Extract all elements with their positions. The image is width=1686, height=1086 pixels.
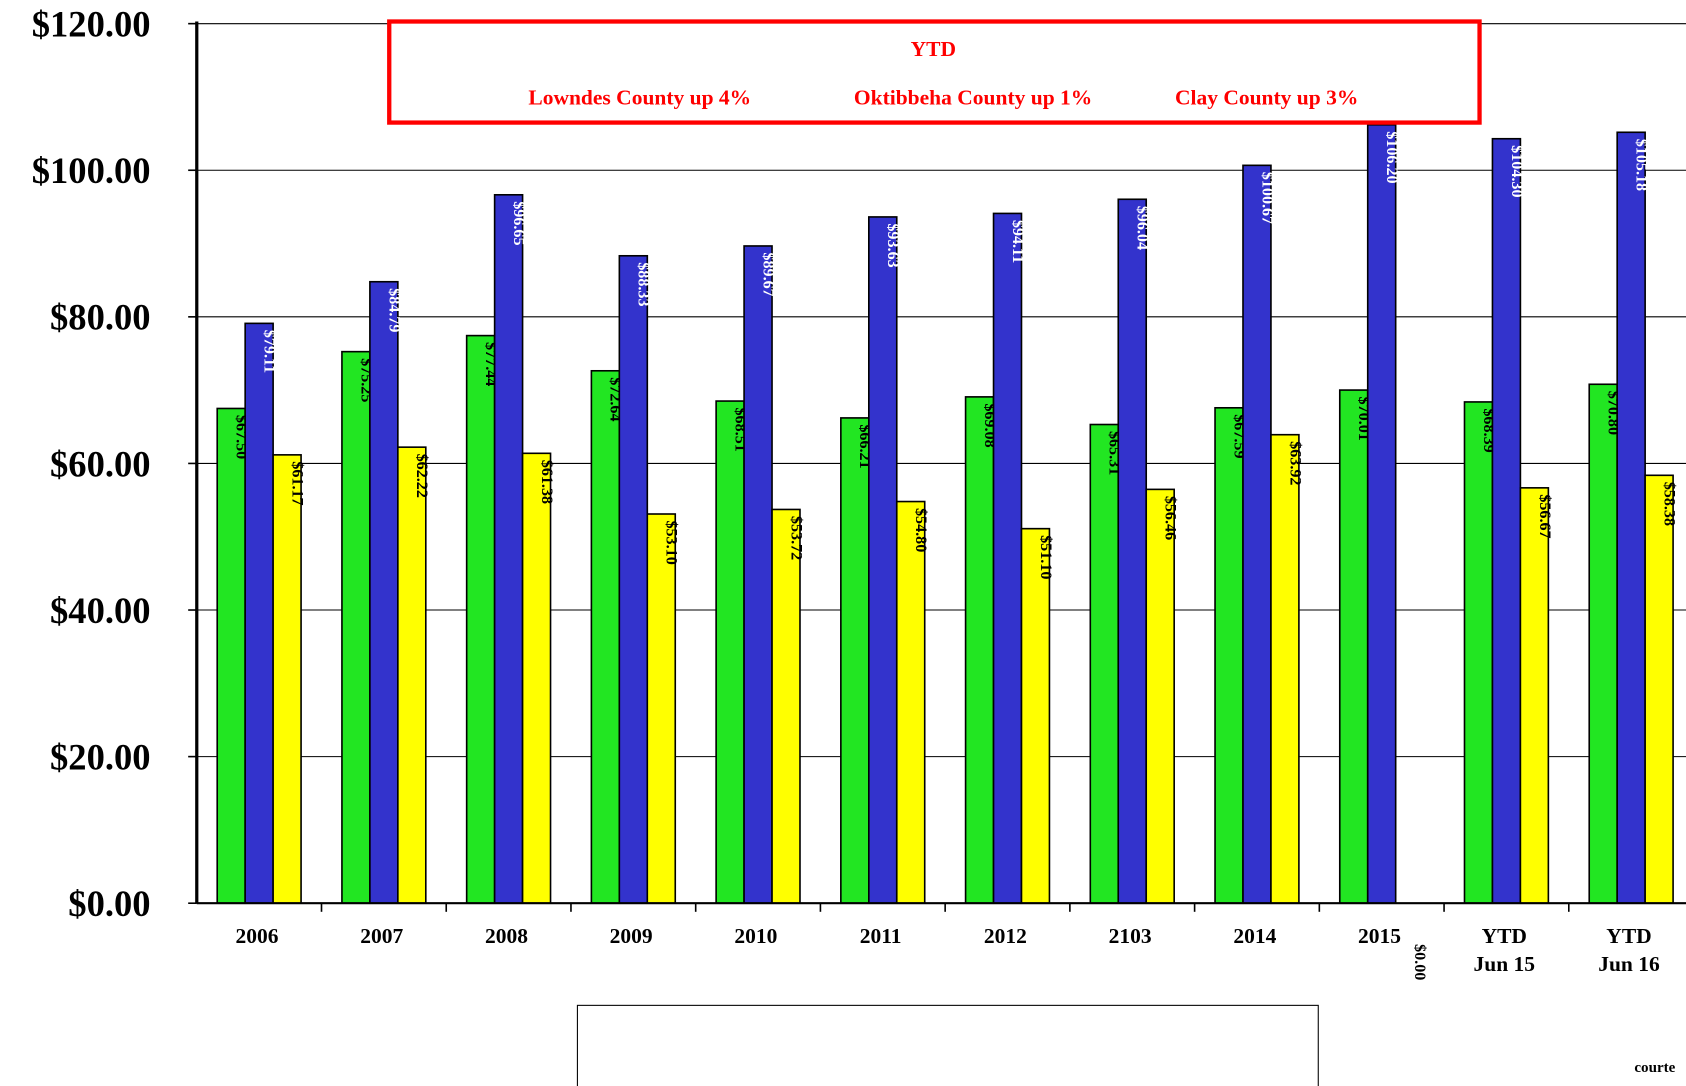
bar xyxy=(771,508,801,905)
x-tick-label: 2006 xyxy=(235,924,278,948)
bar xyxy=(590,369,621,905)
x-tick-label: 2010 xyxy=(734,924,777,948)
footnote: courte xyxy=(1634,1060,1675,1076)
value-label: $96.04 xyxy=(1134,206,1151,250)
y-tick-label: $60.00 xyxy=(50,443,151,484)
x-tick-label: 2009 xyxy=(610,924,653,948)
bar xyxy=(521,452,552,905)
bar xyxy=(397,446,427,905)
annotation-box: YTD Lowndes County up 4% Oktibbeha Count… xyxy=(387,19,1482,125)
annotation-title: YTD xyxy=(911,37,956,61)
value-label: $56.67 xyxy=(1536,494,1553,538)
bar xyxy=(216,407,246,905)
x-tick-label: 2007 xyxy=(360,924,403,948)
value-label: $53.72 xyxy=(787,516,804,560)
bar xyxy=(369,280,399,905)
bar xyxy=(646,513,677,905)
bar xyxy=(1644,474,1674,905)
bar xyxy=(1366,123,1397,905)
annotation-line: Oktibbeha County up 1% xyxy=(854,85,1092,109)
value-label: $106.20 xyxy=(1383,131,1400,183)
bar xyxy=(1616,131,1646,905)
annotation-line: Clay County up 3% xyxy=(1175,85,1358,109)
y-tick-label: $20.00 xyxy=(50,737,151,778)
bar xyxy=(964,396,995,905)
value-label: $94.11 xyxy=(1009,220,1026,263)
value-label: $88.33 xyxy=(635,262,652,306)
bar xyxy=(1089,423,1120,905)
bar xyxy=(1214,406,1244,905)
value-label: $84.79 xyxy=(385,288,402,332)
bar xyxy=(1463,401,1494,905)
value-label: $100.67 xyxy=(1258,172,1275,224)
value-label: $0.00 xyxy=(1411,944,1428,980)
bar xyxy=(867,216,898,905)
value-label: $89.67 xyxy=(759,252,776,296)
x-tick-label: 2014 xyxy=(1233,924,1276,948)
value-label: $105.18 xyxy=(1633,139,1650,191)
bar xyxy=(244,322,274,905)
annotation-line: Lowndes County up 4% xyxy=(528,85,751,109)
x-tick-label: 2011 xyxy=(860,924,902,948)
value-label: $104.30 xyxy=(1508,145,1525,197)
bar xyxy=(1145,488,1175,905)
bar xyxy=(992,212,1023,905)
bar xyxy=(1491,137,1522,905)
value-label: $63.92 xyxy=(1286,441,1303,485)
x-tick-label: 2103 xyxy=(1109,924,1152,948)
bar xyxy=(1338,389,1369,905)
bar xyxy=(1519,487,1550,905)
bar xyxy=(272,454,302,905)
value-label: $93.63 xyxy=(884,223,901,267)
y-tick-label: $0.00 xyxy=(68,883,150,924)
bar xyxy=(1242,164,1272,905)
bar xyxy=(895,500,926,905)
x-tick-label: YTD Jun 16 xyxy=(1598,924,1660,976)
bar xyxy=(341,350,371,905)
bar xyxy=(1020,527,1051,905)
value-label: $53.10 xyxy=(663,520,680,564)
bar xyxy=(743,245,773,905)
legend-frame xyxy=(576,1004,1319,1086)
value-label: $62.22 xyxy=(413,454,430,498)
y-tick-label: $100.00 xyxy=(32,150,151,191)
bar xyxy=(1588,383,1618,905)
x-tick-label: 2012 xyxy=(984,924,1027,948)
bar xyxy=(1117,198,1148,905)
x-tick-label: 2008 xyxy=(485,924,528,948)
y-tick-label: $120.00 xyxy=(32,4,151,45)
value-label: $96.65 xyxy=(510,201,527,245)
value-label: $54.80 xyxy=(912,508,929,552)
value-label: $61.17 xyxy=(288,461,305,505)
bar xyxy=(840,417,870,905)
value-label: $58.38 xyxy=(1660,482,1677,526)
bar xyxy=(493,193,524,905)
bar xyxy=(465,334,496,905)
bar xyxy=(715,400,745,905)
bar xyxy=(1270,433,1300,905)
bar xyxy=(618,254,649,905)
value-label: $61.38 xyxy=(538,460,555,504)
y-tick-label: $80.00 xyxy=(50,297,151,338)
value-label: $51.10 xyxy=(1037,535,1054,579)
y-tick-label: $40.00 xyxy=(50,590,151,631)
value-label: $79.11 xyxy=(261,330,278,373)
x-tick-label: 2015 xyxy=(1358,924,1401,948)
x-tick-label: YTD Jun 15 xyxy=(1474,924,1536,976)
value-label: $56.46 xyxy=(1162,496,1179,540)
annotation-frame xyxy=(387,19,1482,125)
